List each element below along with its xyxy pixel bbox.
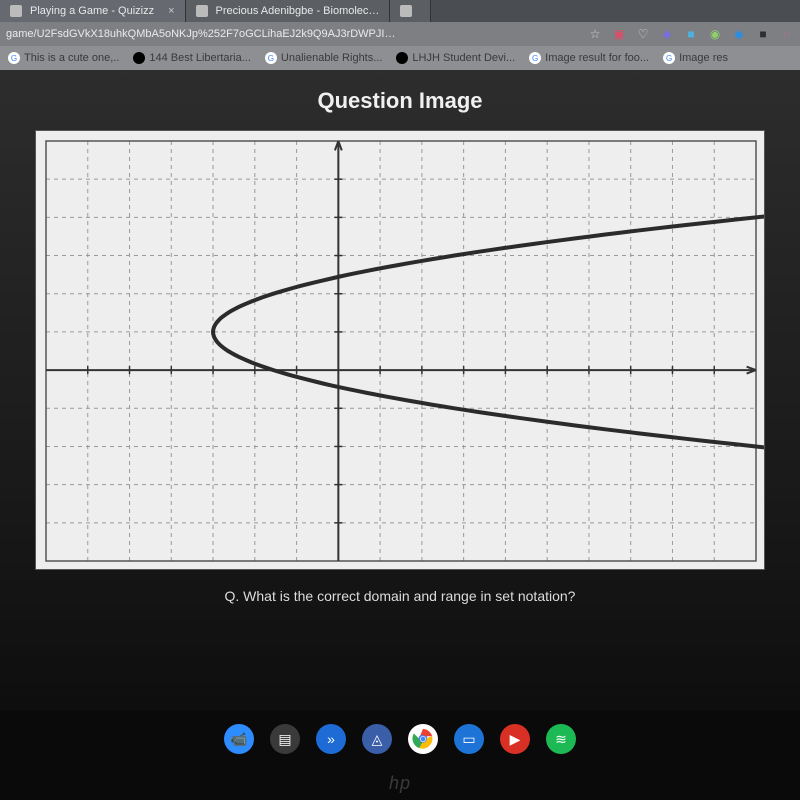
browser-tab[interactable] xyxy=(390,0,431,22)
dock-icon-files[interactable]: ▤ xyxy=(270,724,300,754)
bookmark-item[interactable]: 144 Best Libertaria... xyxy=(133,52,251,64)
bookmark-label: Image res xyxy=(679,52,728,64)
ext-7[interactable]: ■ xyxy=(756,27,770,41)
ext-1[interactable]: ▣ xyxy=(612,27,626,41)
bookmark-item[interactable]: G This is a cute one,.. xyxy=(8,52,119,64)
tab-favicon xyxy=(196,5,208,17)
ext-3[interactable]: ◆ xyxy=(660,27,674,41)
bookmark-label: This is a cute one,.. xyxy=(24,52,119,64)
dock-icon-docs[interactable]: ▭ xyxy=(454,724,484,754)
tab-title: Precious Adenibgbe - Biomolec… xyxy=(216,5,380,17)
ext-8[interactable]: ◌ xyxy=(780,27,794,41)
chart-svg xyxy=(36,131,765,570)
bookmark-item[interactable]: G Image res xyxy=(663,52,728,64)
bookmark-favicon: G xyxy=(663,52,675,64)
ext-2[interactable]: ♡ xyxy=(636,27,650,41)
bookmark-favicon: G xyxy=(8,52,20,64)
ext-6[interactable]: ◆ xyxy=(732,27,746,41)
star-icon[interactable]: ☆ xyxy=(588,27,602,41)
ext-5[interactable]: ◉ xyxy=(708,27,722,41)
bookmark-favicon xyxy=(396,52,408,64)
browser-tab[interactable]: Precious Adenibgbe - Biomolec… xyxy=(186,0,391,22)
dock-icon-chrome[interactable] xyxy=(408,724,438,754)
bookmark-label: 144 Best Libertaria... xyxy=(149,52,251,64)
bookmark-favicon: G xyxy=(529,52,541,64)
close-icon[interactable]: × xyxy=(168,5,174,17)
browser-tab-bar: Playing a Game - Quizizz × Precious Adenib… xyxy=(0,0,800,22)
ext-4[interactable]: ■ xyxy=(684,27,698,41)
bookmark-label: Image result for foo... xyxy=(545,52,649,64)
tab-favicon xyxy=(400,5,412,17)
browser-tab[interactable]: Playing a Game - Quizizz × xyxy=(0,0,186,22)
bookmark-item[interactable]: G Image result for foo... xyxy=(529,52,649,64)
dock-icon-drive[interactable]: ◬ xyxy=(362,724,392,754)
dock-icon-zoom[interactable]: 📹 xyxy=(224,724,254,754)
dock: 📹 ▤ » ◬ ▭ ▶ ≋ xyxy=(0,724,800,754)
dock-icon-app-blue[interactable]: » xyxy=(316,724,346,754)
question-caption: Q. What is the correct domain and range … xyxy=(0,588,800,604)
bookmark-favicon: G xyxy=(265,52,277,64)
browser-url-bar: game/U2FsdGVkX18uhkQMbA5oNKJp%252F7oGCLi… xyxy=(0,22,800,46)
dock-icon-spotify[interactable]: ≋ xyxy=(546,724,576,754)
bookmark-label: LHJH Student Devi... xyxy=(412,52,515,64)
bookmark-item[interactable]: G Unalienable Rights... xyxy=(265,52,383,64)
tab-favicon xyxy=(10,5,22,17)
bookmark-item[interactable]: LHJH Student Devi... xyxy=(396,52,515,64)
question-title: Question Image xyxy=(0,70,800,124)
dock-icon-youtube[interactable]: ▶ xyxy=(500,724,530,754)
url-text[interactable]: game/U2FsdGVkX18uhkQMbA5oNKJp%252F7oGCLi… xyxy=(6,28,582,40)
laptop-brand-logo: hp xyxy=(0,773,800,794)
bookmarks-bar: G This is a cute one,.. 144 Best Libertari… xyxy=(0,46,800,70)
question-chart xyxy=(35,130,765,570)
bookmark-favicon xyxy=(133,52,145,64)
extension-row: ☆ ▣ ♡ ◆ ■ ◉ ◆ ■ ◌ xyxy=(588,27,794,41)
tab-title: Playing a Game - Quizizz xyxy=(30,5,154,17)
page-content: Question Image Q. What is the correct do… xyxy=(0,70,800,710)
bookmark-label: Unalienable Rights... xyxy=(281,52,383,64)
